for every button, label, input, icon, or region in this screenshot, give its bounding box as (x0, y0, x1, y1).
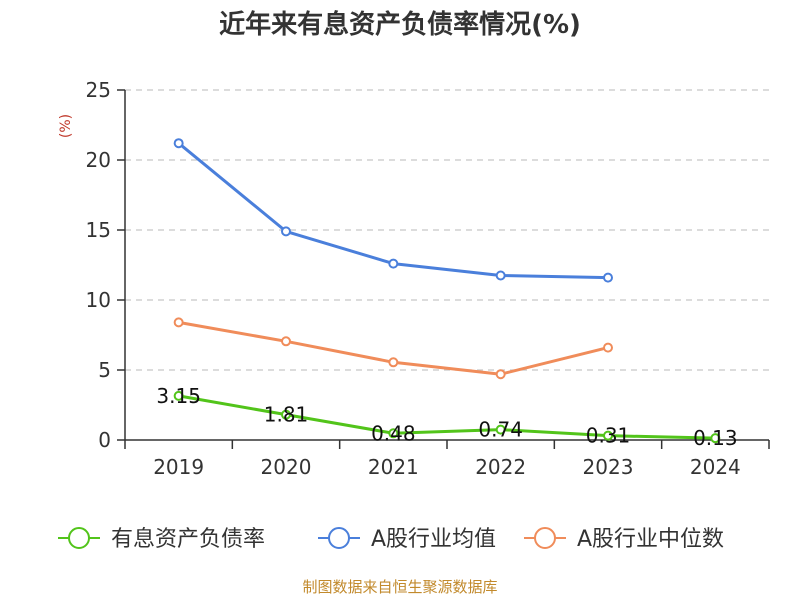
series-2-point-2021 (388, 357, 399, 368)
data-label-2022: 0.74 (478, 418, 523, 442)
series-2-point-2022 (495, 369, 506, 380)
legend-marker-2 (534, 527, 556, 549)
series-0-point-2021 (388, 428, 399, 439)
data-label-2019: 3.15 (156, 384, 201, 408)
data-label-2023: 0.31 (586, 424, 631, 448)
y-tick-label-20: 20 (86, 148, 111, 172)
y-tick-label-10: 10 (86, 288, 111, 312)
legend-label-0: 有息资产负债率 (111, 527, 265, 552)
series-1-point-2022 (495, 270, 506, 281)
series-line-1 (177, 142, 609, 280)
series-1-point-2019 (173, 138, 184, 149)
series-2-point-2020 (281, 336, 291, 347)
series-0-point-2024 (710, 433, 721, 444)
data-label-2024: 0.13 (693, 426, 738, 450)
y-tick-label-15: 15 (86, 218, 111, 242)
legend-label-1: A股行业均值 (371, 527, 496, 552)
legend: 有息资产负债率 A股行业均值 A股行业中位数 (58, 527, 724, 552)
y-tick-label-0: 0 (98, 428, 111, 452)
data-label-2020: 1.81 (264, 403, 309, 427)
series-0-point-2019 (173, 390, 184, 401)
series-line-0 (178, 394, 716, 440)
data-label-2021: 0.48 (371, 421, 416, 445)
y-axis-label: (%) (58, 114, 74, 138)
series-0-point-2022 (495, 424, 506, 435)
grid (125, 89, 769, 371)
legend-label-2: A股行业中位数 (577, 527, 724, 552)
series-1-point-2020 (281, 226, 291, 237)
x-tick-label-2024: 2024 (690, 455, 741, 479)
series-2-point-2023 (603, 342, 613, 353)
series-1-point-2021 (388, 258, 399, 269)
series-1-point-2023 (603, 272, 613, 283)
y-tick-label-25: 25 (86, 78, 111, 102)
legend-marker-1 (328, 527, 350, 549)
x-tick-label-2021: 2021 (368, 455, 419, 479)
series-0-point-2020 (281, 409, 291, 420)
x-tick-label-2023: 2023 (583, 455, 634, 479)
chart-title: 近年来有息资产负债率情况(%) (219, 9, 581, 40)
y-tick-label-5: 5 (98, 358, 111, 382)
x-tick-label-2020: 2020 (261, 455, 312, 479)
series-2-point-2019 (173, 317, 184, 328)
data-labels: 3.15 1.81 0.48 0.74 0.31 0.13 (156, 384, 737, 450)
axes: 0 5 10 15 20 25 2019 2020 2021 2022 2023 2024 (86, 78, 770, 479)
series-group (173, 138, 721, 444)
source-note: 制图数据来自恒生聚源数据库 (302, 578, 497, 596)
x-tick-label-2022: 2022 (475, 455, 526, 479)
legend-marker-0 (68, 527, 90, 549)
x-tick-label-2019: 2019 (153, 455, 204, 479)
series-0-point-2023 (603, 430, 613, 441)
